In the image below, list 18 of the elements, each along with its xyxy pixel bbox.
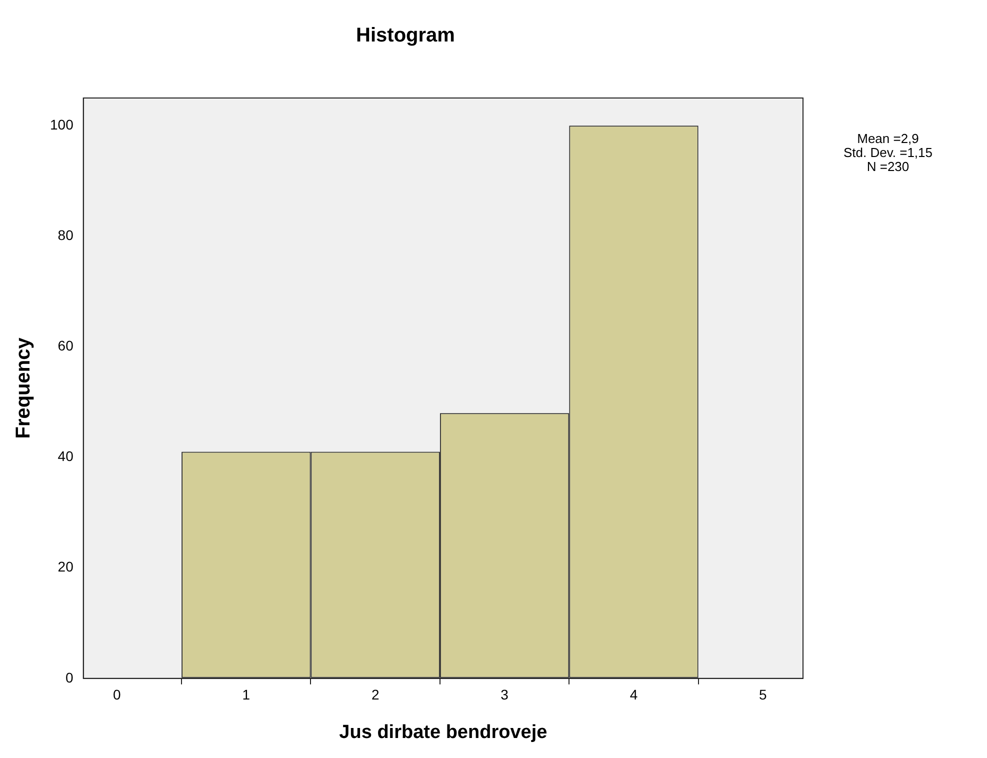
- y-tick-label: 100: [50, 116, 74, 132]
- chart-title: Histogram: [356, 24, 455, 47]
- y-tick-label: 80: [58, 227, 74, 244]
- y-axis-title: Frequency: [12, 336, 35, 439]
- text: Std. Dev. =1,15: [843, 145, 933, 160]
- x-tick-label: 1: [242, 686, 250, 703]
- text: Mean =2,9: [857, 131, 919, 146]
- x-tick-label: 3: [500, 686, 509, 703]
- x-tick-label: 5: [759, 686, 768, 703]
- y-tick-label: 0: [66, 669, 74, 686]
- x-tick-label: 2: [371, 686, 380, 703]
- x-tick-label: 4: [630, 686, 638, 703]
- text: N =230: [866, 159, 910, 174]
- y-tick-label: 40: [58, 448, 74, 464]
- y-tick-label: 20: [58, 558, 74, 575]
- x-axis-title: Jus dirbate bendroveje: [339, 722, 548, 743]
- x-tick-label: 0: [113, 686, 122, 703]
- y-tick-label: 60: [58, 338, 74, 354]
